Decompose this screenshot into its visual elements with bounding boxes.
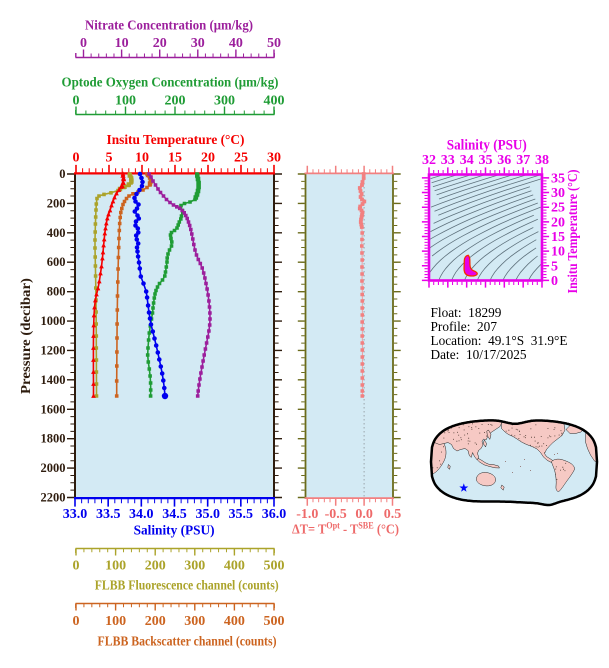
svg-text:30: 30 xyxy=(191,36,205,51)
svg-text:0.5: 0.5 xyxy=(384,507,402,522)
svg-text:200: 200 xyxy=(145,614,166,629)
svg-text:0: 0 xyxy=(80,36,87,51)
svg-text:ΔT= TOpt - TSBE (°C): ΔT= TOpt - TSBE (°C) xyxy=(292,521,399,538)
svg-text:25: 25 xyxy=(234,151,248,166)
svg-text:Date: 10/17/2025: Date: 10/17/2025 xyxy=(431,347,527,362)
svg-text:400: 400 xyxy=(264,94,285,109)
svg-text:Location: 49.1°S 31.9°E: Location: 49.1°S 31.9°E xyxy=(431,333,568,348)
svg-text:0: 0 xyxy=(73,559,80,574)
svg-text:300: 300 xyxy=(214,94,235,109)
svg-text:FLBB Backscatter channel (coun: FLBB Backscatter channel (counts) xyxy=(98,635,277,650)
svg-text:Insitu Temperature (°C): Insitu Temperature (°C) xyxy=(565,170,580,294)
svg-text:1000: 1000 xyxy=(41,314,66,328)
svg-text:33.5: 33.5 xyxy=(96,507,121,522)
svg-text:Float: 18299: Float: 18299 xyxy=(431,305,502,320)
svg-text:0: 0 xyxy=(73,151,80,166)
svg-text:-0.5: -0.5 xyxy=(325,507,347,522)
svg-text:35: 35 xyxy=(551,171,565,186)
svg-text:37: 37 xyxy=(516,153,530,168)
svg-text:10: 10 xyxy=(551,245,565,260)
svg-text:-1.0: -1.0 xyxy=(296,507,318,522)
svg-text:2000: 2000 xyxy=(41,461,66,475)
svg-text:10: 10 xyxy=(135,151,149,166)
svg-text:50: 50 xyxy=(267,36,281,51)
svg-text:10: 10 xyxy=(115,36,129,51)
svg-text:33.0: 33.0 xyxy=(63,507,88,522)
svg-text:400: 400 xyxy=(47,226,66,240)
svg-text:Pressure (decibar): Pressure (decibar) xyxy=(19,278,34,394)
svg-text:100: 100 xyxy=(105,559,126,574)
svg-text:1800: 1800 xyxy=(41,432,66,446)
svg-text:FLBB Fluorescence channel (cou: FLBB Fluorescence channel (counts) xyxy=(95,579,279,594)
svg-text:Optode Oxygen Concentration (μ: Optode Oxygen Concentration (μm/kg) xyxy=(62,76,279,91)
svg-text:30: 30 xyxy=(267,151,281,166)
svg-text:20: 20 xyxy=(551,215,565,230)
svg-text:33: 33 xyxy=(441,153,455,168)
svg-text:300: 300 xyxy=(184,559,205,574)
svg-text:38: 38 xyxy=(535,153,549,168)
svg-text:5: 5 xyxy=(106,151,113,166)
svg-text:500: 500 xyxy=(264,614,285,629)
svg-text:0: 0 xyxy=(73,94,80,109)
svg-text:5: 5 xyxy=(551,259,558,274)
svg-text:20: 20 xyxy=(153,36,167,51)
svg-text:600: 600 xyxy=(47,255,66,269)
svg-text:2200: 2200 xyxy=(41,491,66,505)
svg-text:34.5: 34.5 xyxy=(162,507,187,522)
svg-text:25: 25 xyxy=(551,201,565,216)
svg-text:32: 32 xyxy=(422,153,436,168)
svg-text:200: 200 xyxy=(165,94,186,109)
svg-text:100: 100 xyxy=(115,94,136,109)
svg-text:15: 15 xyxy=(551,230,565,245)
svg-text:100: 100 xyxy=(105,614,126,629)
svg-text:1200: 1200 xyxy=(41,344,66,358)
svg-text:300: 300 xyxy=(184,614,205,629)
svg-text:Profile: 207: Profile: 207 xyxy=(431,319,498,334)
svg-text:1600: 1600 xyxy=(41,402,66,416)
svg-text:200: 200 xyxy=(47,196,66,210)
svg-text:0: 0 xyxy=(73,614,80,629)
svg-text:Salinity (PSU): Salinity (PSU) xyxy=(134,524,215,539)
svg-text:200: 200 xyxy=(145,559,166,574)
svg-text:400: 400 xyxy=(224,559,245,574)
svg-text:15: 15 xyxy=(168,151,182,166)
svg-text:0: 0 xyxy=(551,274,558,289)
svg-text:1400: 1400 xyxy=(41,373,66,387)
svg-text:34.0: 34.0 xyxy=(129,507,154,522)
svg-text:Nitrate Concentration (μm/kg): Nitrate Concentration (μm/kg) xyxy=(85,19,253,34)
svg-text:35: 35 xyxy=(479,153,493,168)
svg-text:20: 20 xyxy=(201,151,215,166)
svg-text:40: 40 xyxy=(229,36,243,51)
svg-text:36.0: 36.0 xyxy=(262,507,287,522)
svg-text:35.5: 35.5 xyxy=(229,507,254,522)
svg-text:35.0: 35.0 xyxy=(195,507,220,522)
svg-text:0: 0 xyxy=(59,167,65,181)
svg-text:Salinity (PSU): Salinity (PSU) xyxy=(447,138,527,154)
svg-text:800: 800 xyxy=(47,285,66,299)
svg-text:36: 36 xyxy=(497,153,511,168)
svg-text:500: 500 xyxy=(264,559,285,574)
svg-text:Insitu Temperature (°C): Insitu Temperature (°C) xyxy=(107,133,245,148)
svg-text:34: 34 xyxy=(460,153,474,168)
svg-text:400: 400 xyxy=(224,614,245,629)
svg-text:30: 30 xyxy=(551,186,565,201)
svg-text:0.0: 0.0 xyxy=(355,507,373,522)
